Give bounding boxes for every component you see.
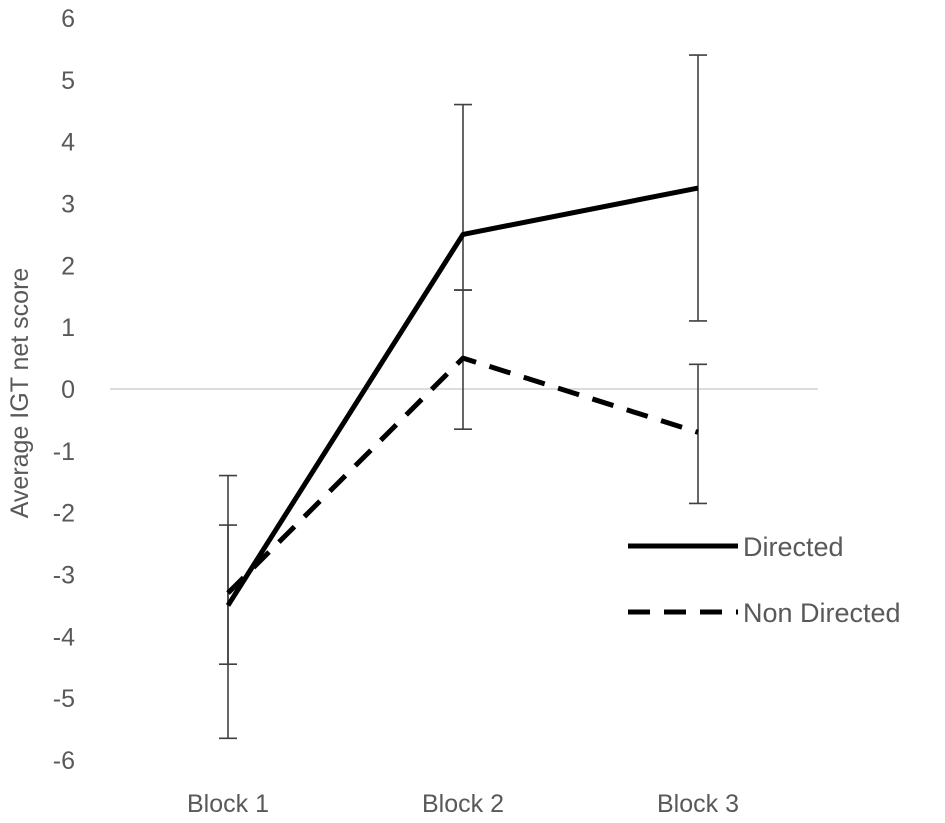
series-line-directed xyxy=(225,185,699,607)
y-tick-label: 3 xyxy=(61,191,75,219)
y-tick-label: -2 xyxy=(53,500,75,528)
y-axis-title: Average IGT net score xyxy=(6,268,34,519)
y-axis-ticks: 6 5 4 3 2 1 0 -1 -2 -3 -4 -5 -6 xyxy=(53,5,75,775)
error-bars xyxy=(219,54,707,740)
error-bar xyxy=(689,363,707,505)
x-axis-labels: Block 1 Block 2 Block 3 xyxy=(187,790,739,818)
y-tick-label: 0 xyxy=(61,376,75,404)
y-tick-label: 4 xyxy=(61,129,75,157)
legend-item: Directed xyxy=(628,532,844,562)
series-lines xyxy=(225,185,699,607)
y-tick-label: -3 xyxy=(53,562,75,590)
legend-label: Non Directed xyxy=(743,598,901,628)
x-tick-label: Block 1 xyxy=(187,790,269,818)
error-bar xyxy=(219,524,237,665)
y-tick-label: 2 xyxy=(61,252,75,280)
y-tick-label: 1 xyxy=(61,314,75,342)
y-tick-label: -6 xyxy=(53,747,75,775)
y-tick-label: -1 xyxy=(53,438,75,466)
legend-item: Non Directed xyxy=(628,598,901,628)
x-tick-label: Block 3 xyxy=(657,790,739,818)
x-tick-label: Block 2 xyxy=(422,790,504,818)
y-tick-label: -4 xyxy=(53,623,75,651)
error-bar xyxy=(454,103,472,291)
series-line-non-directed xyxy=(226,355,699,595)
y-tick-label: -5 xyxy=(53,685,75,713)
legend-label: Directed xyxy=(743,532,844,562)
legend: Directed Non Directed xyxy=(628,532,901,628)
y-tick-label: 5 xyxy=(61,67,75,95)
y-tick-label: 6 xyxy=(61,5,75,33)
